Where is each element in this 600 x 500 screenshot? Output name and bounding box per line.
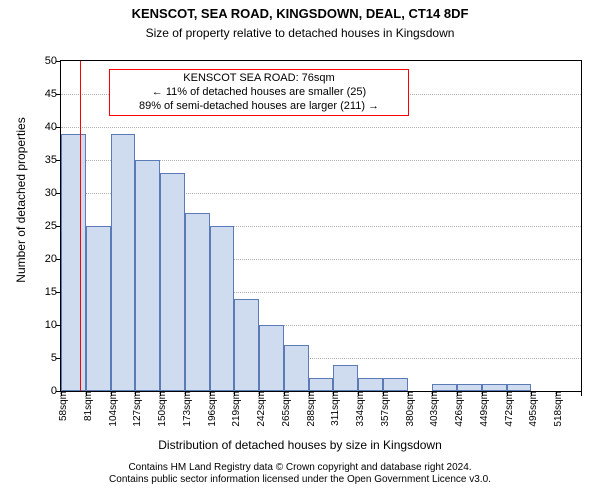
chart-title: KENSCOT, SEA ROAD, KINGSDOWN, DEAL, CT14…: [0, 6, 600, 21]
histogram-bar: [333, 365, 358, 391]
footer-line-1: Contains HM Land Registry data © Crown c…: [0, 462, 600, 474]
annotation-line-3: 89% of semi-detached houses are larger (…: [114, 100, 404, 114]
x-tick-label: 357sqm: [375, 391, 391, 427]
histogram-bar: [507, 384, 532, 391]
x-tick-label: 495sqm: [523, 391, 539, 427]
x-tick-label: 150sqm: [152, 391, 168, 427]
histogram-bar: [383, 378, 408, 391]
histogram-bar: [86, 226, 111, 391]
reference-line: [80, 61, 81, 391]
x-tick-label: 242sqm: [251, 391, 267, 427]
y-tick-label: 20: [45, 253, 61, 265]
x-tick-label: 173sqm: [177, 391, 193, 427]
histogram-chart: KENSCOT, SEA ROAD, KINGSDOWN, DEAL, CT14…: [0, 0, 600, 500]
y-tick-label: 50: [45, 55, 61, 67]
x-tick-label: 58sqm: [53, 391, 69, 421]
x-tick-label: 334sqm: [350, 391, 366, 427]
histogram-bar: [111, 134, 136, 391]
x-tick-label: 127sqm: [127, 391, 143, 427]
x-tick-label: 81sqm: [78, 391, 94, 421]
x-tick-label: 449sqm: [474, 391, 490, 427]
y-tick-label: 35: [45, 154, 61, 166]
annotation-line-2: ← 11% of detached houses are smaller (25…: [114, 86, 404, 100]
y-tick-label: 5: [51, 352, 61, 364]
chart-subtitle: Size of property relative to detached ho…: [0, 26, 600, 40]
y-axis-label: Number of detached properties: [14, 60, 28, 340]
histogram-bar: [135, 160, 160, 391]
histogram-bar: [284, 345, 309, 391]
x-tick-label: 104sqm: [103, 391, 119, 427]
x-tick-label: 403sqm: [424, 391, 440, 427]
histogram-bar: [185, 213, 210, 391]
histogram-bar: [259, 325, 284, 391]
y-tick-label: 45: [45, 88, 61, 100]
x-axis-label: Distribution of detached houses by size …: [0, 438, 600, 452]
y-tick-label: 30: [45, 187, 61, 199]
x-tick-label: 426sqm: [449, 391, 465, 427]
x-tick-label: 288sqm: [301, 391, 317, 427]
histogram-bar: [234, 299, 259, 391]
footer-line-2: Contains public sector information licen…: [0, 474, 600, 486]
histogram-bar: [482, 384, 507, 391]
x-tick-label: 311sqm: [325, 391, 341, 426]
y-tick-label: 15: [45, 286, 61, 298]
y-tick-label: 10: [45, 319, 61, 331]
histogram-bar: [309, 378, 334, 391]
x-tick-label: 265sqm: [276, 391, 292, 427]
y-tick-label: 40: [45, 121, 61, 133]
histogram-bar: [358, 378, 383, 391]
x-tick-label: 196sqm: [202, 391, 218, 427]
x-tick-label: 472sqm: [499, 391, 515, 427]
x-tick-label: 380sqm: [400, 391, 416, 427]
x-tick: [581, 391, 582, 396]
histogram-bar: [61, 134, 86, 391]
y-tick-label: 25: [45, 220, 61, 232]
footer-attribution: Contains HM Land Registry data © Crown c…: [0, 462, 600, 486]
x-tick-label: 518sqm: [548, 391, 564, 427]
x-tick-label: 219sqm: [226, 391, 242, 427]
histogram-bar: [432, 384, 457, 391]
histogram-bar: [210, 226, 235, 391]
plot-area: 0510152025303540455058sqm81sqm104sqm127s…: [60, 60, 582, 392]
annotation-line-1: KENSCOT SEA ROAD: 76sqm: [114, 72, 404, 86]
histogram-bar: [457, 384, 482, 391]
annotation-box: KENSCOT SEA ROAD: 76sqm← 11% of detached…: [109, 69, 409, 116]
gridline: [61, 127, 581, 128]
histogram-bar: [160, 173, 185, 391]
